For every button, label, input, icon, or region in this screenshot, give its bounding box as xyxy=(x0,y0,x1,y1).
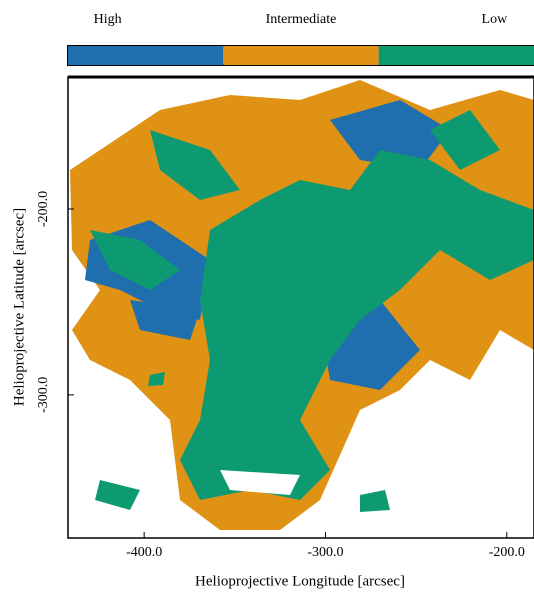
y-tick-label: -200.0 xyxy=(36,191,51,227)
x-tick-label: -200.0 xyxy=(489,545,525,560)
x-tick-label: -400.0 xyxy=(126,545,162,560)
y-axis-label: Helioprojective Latitude [arcsec] xyxy=(11,208,27,406)
colorbar-segment xyxy=(379,46,534,65)
chart: Helioprojective Longitude [arcsec] Helio… xyxy=(0,0,534,596)
colorbar-label: High xyxy=(94,12,122,27)
x-tick-label: -300.0 xyxy=(307,545,343,560)
colorbar-segment xyxy=(223,46,378,65)
colorbar-segment xyxy=(68,46,223,65)
x-axis-label: Helioprojective Longitude [arcsec] xyxy=(195,573,405,589)
y-tick-label: -300.0 xyxy=(36,377,51,413)
solar-map xyxy=(70,80,534,530)
colorbar-label: Intermediate xyxy=(266,12,337,27)
colorbar-label: Low xyxy=(482,12,509,27)
